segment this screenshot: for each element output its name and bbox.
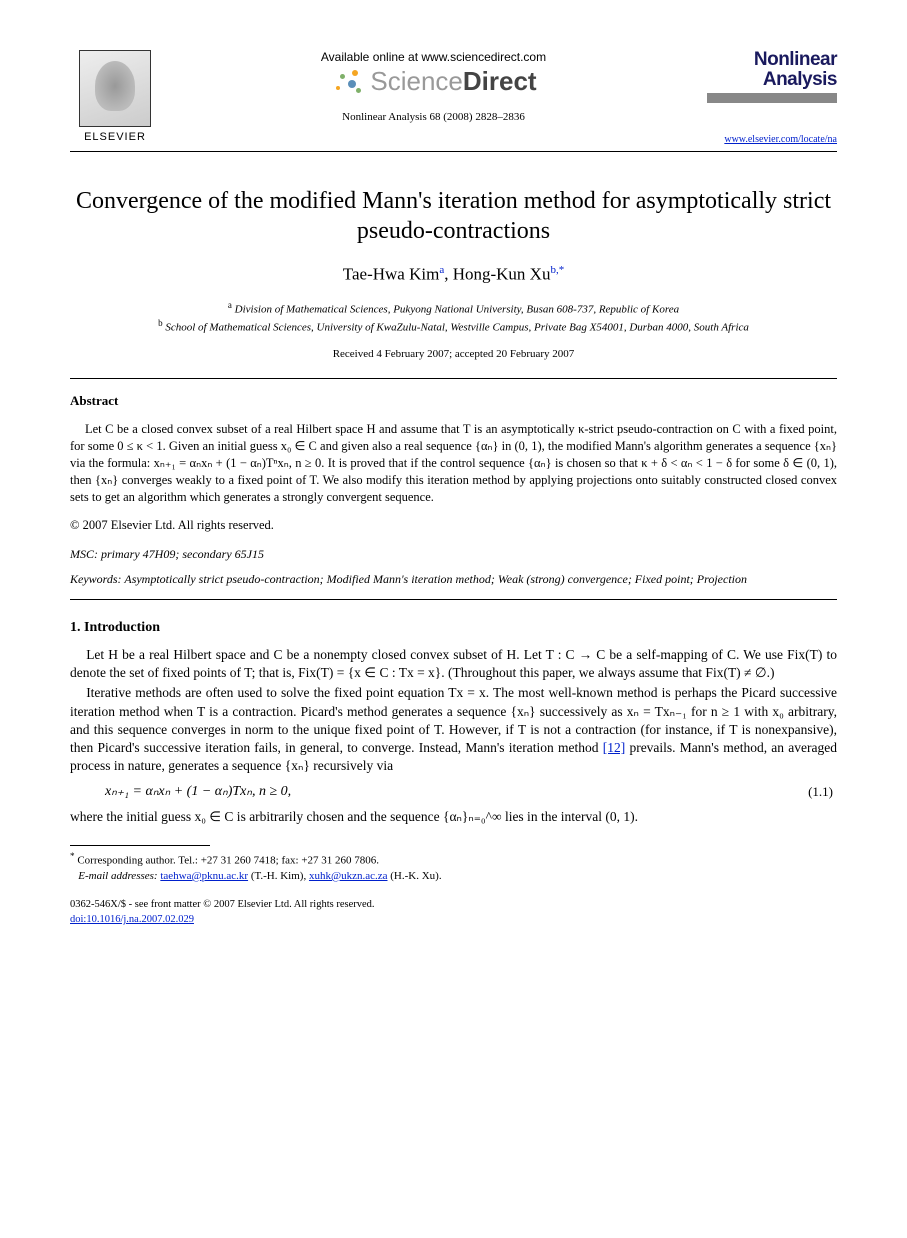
- email-link-2[interactable]: xuhk@ukzn.ac.za: [309, 870, 388, 882]
- doi-link[interactable]: doi:10.1016/j.na.2007.02.029: [70, 914, 194, 925]
- journal-homepage-link[interactable]: www.elsevier.com/locate/na: [724, 134, 837, 145]
- msc-label: MSC:: [70, 547, 98, 561]
- equation-1-1-row: xₙ₊₁ = αₙxₙ + (1 − αₙ)Txₙ, n ≥ 0, (1.1): [70, 783, 837, 800]
- header: ELSEVIER Available online at www.science…: [70, 50, 837, 147]
- section-1-heading: 1. Introduction: [70, 620, 837, 636]
- keywords-value: Asymptotically strict pseudo-contraction…: [124, 572, 747, 586]
- available-online-text: Available online at www.sciencedirect.co…: [160, 50, 707, 64]
- intro-para-1: Let H be a real Hilbert space and C be a…: [70, 646, 837, 682]
- affiliations: a Division of Mathematical Sciences, Puk…: [70, 299, 837, 336]
- sciencedirect-logo: ScienceDirect: [160, 66, 707, 97]
- corresponding-star[interactable]: *: [559, 264, 565, 276]
- email-link-1[interactable]: taehwa@pknu.ac.kr: [160, 870, 248, 882]
- rule-after-keywords: [70, 599, 837, 600]
- author-2: Hong-Kun Xu: [453, 265, 551, 284]
- publisher-logo-block: ELSEVIER: [70, 50, 160, 143]
- msc-value: primary 47H09; secondary 65J15: [101, 547, 264, 561]
- email-who-1: (T.-H. Kim),: [251, 870, 306, 882]
- elsevier-tree-icon: [79, 50, 151, 127]
- email-addresses: E-mail addresses: taehwa@pknu.ac.kr (T.-…: [70, 869, 837, 884]
- article-dates: Received 4 February 2007; accepted 20 Fe…: [70, 348, 837, 360]
- rule-top: [70, 151, 837, 152]
- intro-para-2: Iterative methods are often used to solv…: [70, 684, 837, 775]
- journal-block: Nonlinear Analysis www.elsevier.com/loca…: [707, 50, 837, 147]
- reference-12-link[interactable]: [12]: [603, 740, 626, 755]
- elsevier-label: ELSEVIER: [84, 131, 146, 143]
- author-2-affil-sup[interactable]: b,: [550, 264, 558, 276]
- msc-line: MSC: primary 47H09; secondary 65J15: [70, 547, 837, 562]
- sciencedirect-dots-icon: [330, 68, 364, 96]
- authors: Tae-Hwa Kima, Hong-Kun Xub,*: [70, 264, 837, 285]
- article-page: ELSEVIER Available online at www.science…: [0, 0, 907, 967]
- journal-rule: [707, 93, 837, 103]
- keywords-label: Keywords:: [70, 572, 122, 586]
- citation-line: Nonlinear Analysis 68 (2008) 2828–2836: [160, 111, 707, 123]
- email-who-2: (H.-K. Xu).: [390, 870, 441, 882]
- abstract-body: Let C be a closed convex subset of a rea…: [70, 421, 837, 505]
- author-1: Tae-Hwa Kim: [343, 265, 440, 284]
- issn-line: 0362-546X/$ - see front matter © 2007 El…: [70, 899, 375, 910]
- intro-para-3: where the initial guess x₀ ∈ C is arbitr…: [70, 808, 837, 826]
- front-matter-line: 0362-546X/$ - see front matter © 2007 El…: [70, 898, 837, 927]
- corresponding-author-note: * Corresponding author. Tel.: +27 31 260…: [70, 850, 837, 869]
- email-label: E-mail addresses:: [78, 870, 157, 882]
- equation-1-1-number: (1.1): [808, 784, 837, 800]
- sciencedirect-wordmark: ScienceDirect: [370, 66, 536, 97]
- footnote-rule: [70, 845, 210, 846]
- affiliation-a: Division of Mathematical Sciences, Pukyo…: [235, 303, 679, 315]
- author-1-affil-sup[interactable]: a: [439, 264, 444, 276]
- abstract-heading: Abstract: [70, 393, 837, 409]
- journal-title: Nonlinear Analysis: [707, 50, 837, 90]
- rule-after-dates: [70, 378, 837, 379]
- abstract-copyright: © 2007 Elsevier Ltd. All rights reserved…: [70, 518, 837, 533]
- center-header: Available online at www.sciencedirect.co…: [160, 50, 707, 123]
- article-title: Convergence of the modified Mann's itera…: [70, 186, 837, 246]
- equation-1-1: xₙ₊₁ = αₙxₙ + (1 − αₙ)Txₙ, n ≥ 0,: [70, 783, 808, 800]
- affiliation-b: School of Mathematical Sciences, Univers…: [165, 322, 749, 334]
- footnotes: * Corresponding author. Tel.: +27 31 260…: [70, 845, 837, 884]
- keywords-line: Keywords: Asymptotically strict pseudo-c…: [70, 572, 837, 587]
